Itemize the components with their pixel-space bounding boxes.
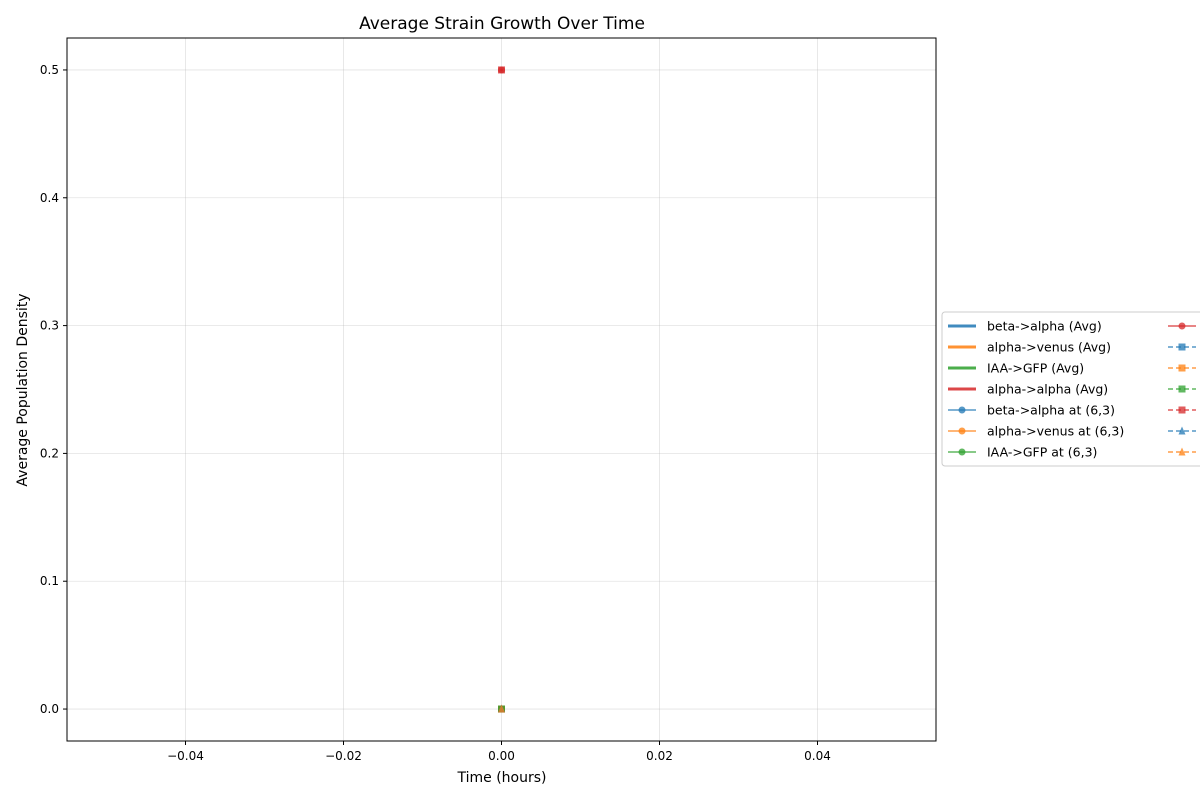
x-tick-label: −0.04 xyxy=(167,749,204,763)
legend-entry: IAA->GFP at (6,3) xyxy=(948,445,1097,460)
x-axis-label: Time (hours) xyxy=(457,770,547,786)
data-point xyxy=(498,704,505,713)
legend-entry: alpha->venus at (6,3) xyxy=(948,424,1124,439)
legend-entry: beta->alpha (Avg) xyxy=(948,319,1102,334)
legend: beta->alpha (Avg) alpha->venus (Avg) IAA->… xyxy=(941,311,1200,467)
series-13 xyxy=(498,704,505,713)
y-tick-label: 0.5 xyxy=(40,63,59,77)
legend-entry: IAA->GFP (Avg) xyxy=(948,361,1084,376)
legend-marker xyxy=(958,448,966,456)
legend-entry xyxy=(1168,385,1196,393)
legend-entry: beta->alpha at (6,3) xyxy=(948,403,1115,418)
y-axis-label: Average Population Density xyxy=(15,293,31,486)
axes: −0.04 −0.02 0.00 0.02 0.04 0.0 0.1 0.2 0.3 0.4 0.5 xyxy=(40,63,831,763)
y-tick-label: 0.1 xyxy=(40,574,59,588)
legend-label: IAA->GFP (Avg) xyxy=(987,361,1084,376)
legend-marker xyxy=(1178,406,1186,414)
legend-label: beta->alpha at (6,3) xyxy=(987,403,1115,418)
legend-marker xyxy=(1178,385,1186,393)
legend-marker xyxy=(1178,364,1186,372)
legend-entry: alpha->alpha (Avg) xyxy=(948,382,1108,397)
legend-marker xyxy=(1178,322,1186,330)
legend-entry: alpha->venus (Avg) xyxy=(948,340,1111,355)
data-point xyxy=(498,66,505,74)
legend-label: beta->alpha (Avg) xyxy=(987,319,1102,334)
legend-marker xyxy=(1178,447,1186,456)
x-tick-label: 0.00 xyxy=(488,749,515,763)
legend-entry xyxy=(1168,364,1196,372)
legend-marker xyxy=(958,406,966,414)
y-tick-label: 0.2 xyxy=(40,446,59,460)
x-tick-label: 0.04 xyxy=(804,749,831,763)
x-tick-label: 0.02 xyxy=(646,749,673,763)
legend-marker xyxy=(958,427,966,435)
legend-marker xyxy=(1178,343,1186,351)
legend-label: alpha->venus at (6,3) xyxy=(987,424,1124,439)
plot-series xyxy=(498,66,505,713)
x-tick-label: −0.02 xyxy=(325,749,362,763)
legend-marker xyxy=(1178,426,1186,435)
legend-entry xyxy=(1168,406,1196,414)
legend-entry xyxy=(1168,447,1196,456)
legend-entry xyxy=(1168,426,1196,435)
series-11 xyxy=(498,66,505,74)
chart-title: Average Strain Growth Over Time xyxy=(359,14,645,34)
legend-label: IAA->GFP at (6,3) xyxy=(987,445,1097,460)
legend-label: alpha->alpha (Avg) xyxy=(987,382,1108,397)
y-tick-label: 0.4 xyxy=(40,191,59,205)
y-tick-label: 0.3 xyxy=(40,319,59,333)
legend-entry xyxy=(1168,322,1196,330)
legend-frame xyxy=(941,311,1200,467)
legend-entry xyxy=(1168,343,1196,351)
y-tick-label: 0.0 xyxy=(40,702,59,716)
legend-label: alpha->venus (Avg) xyxy=(987,340,1111,355)
